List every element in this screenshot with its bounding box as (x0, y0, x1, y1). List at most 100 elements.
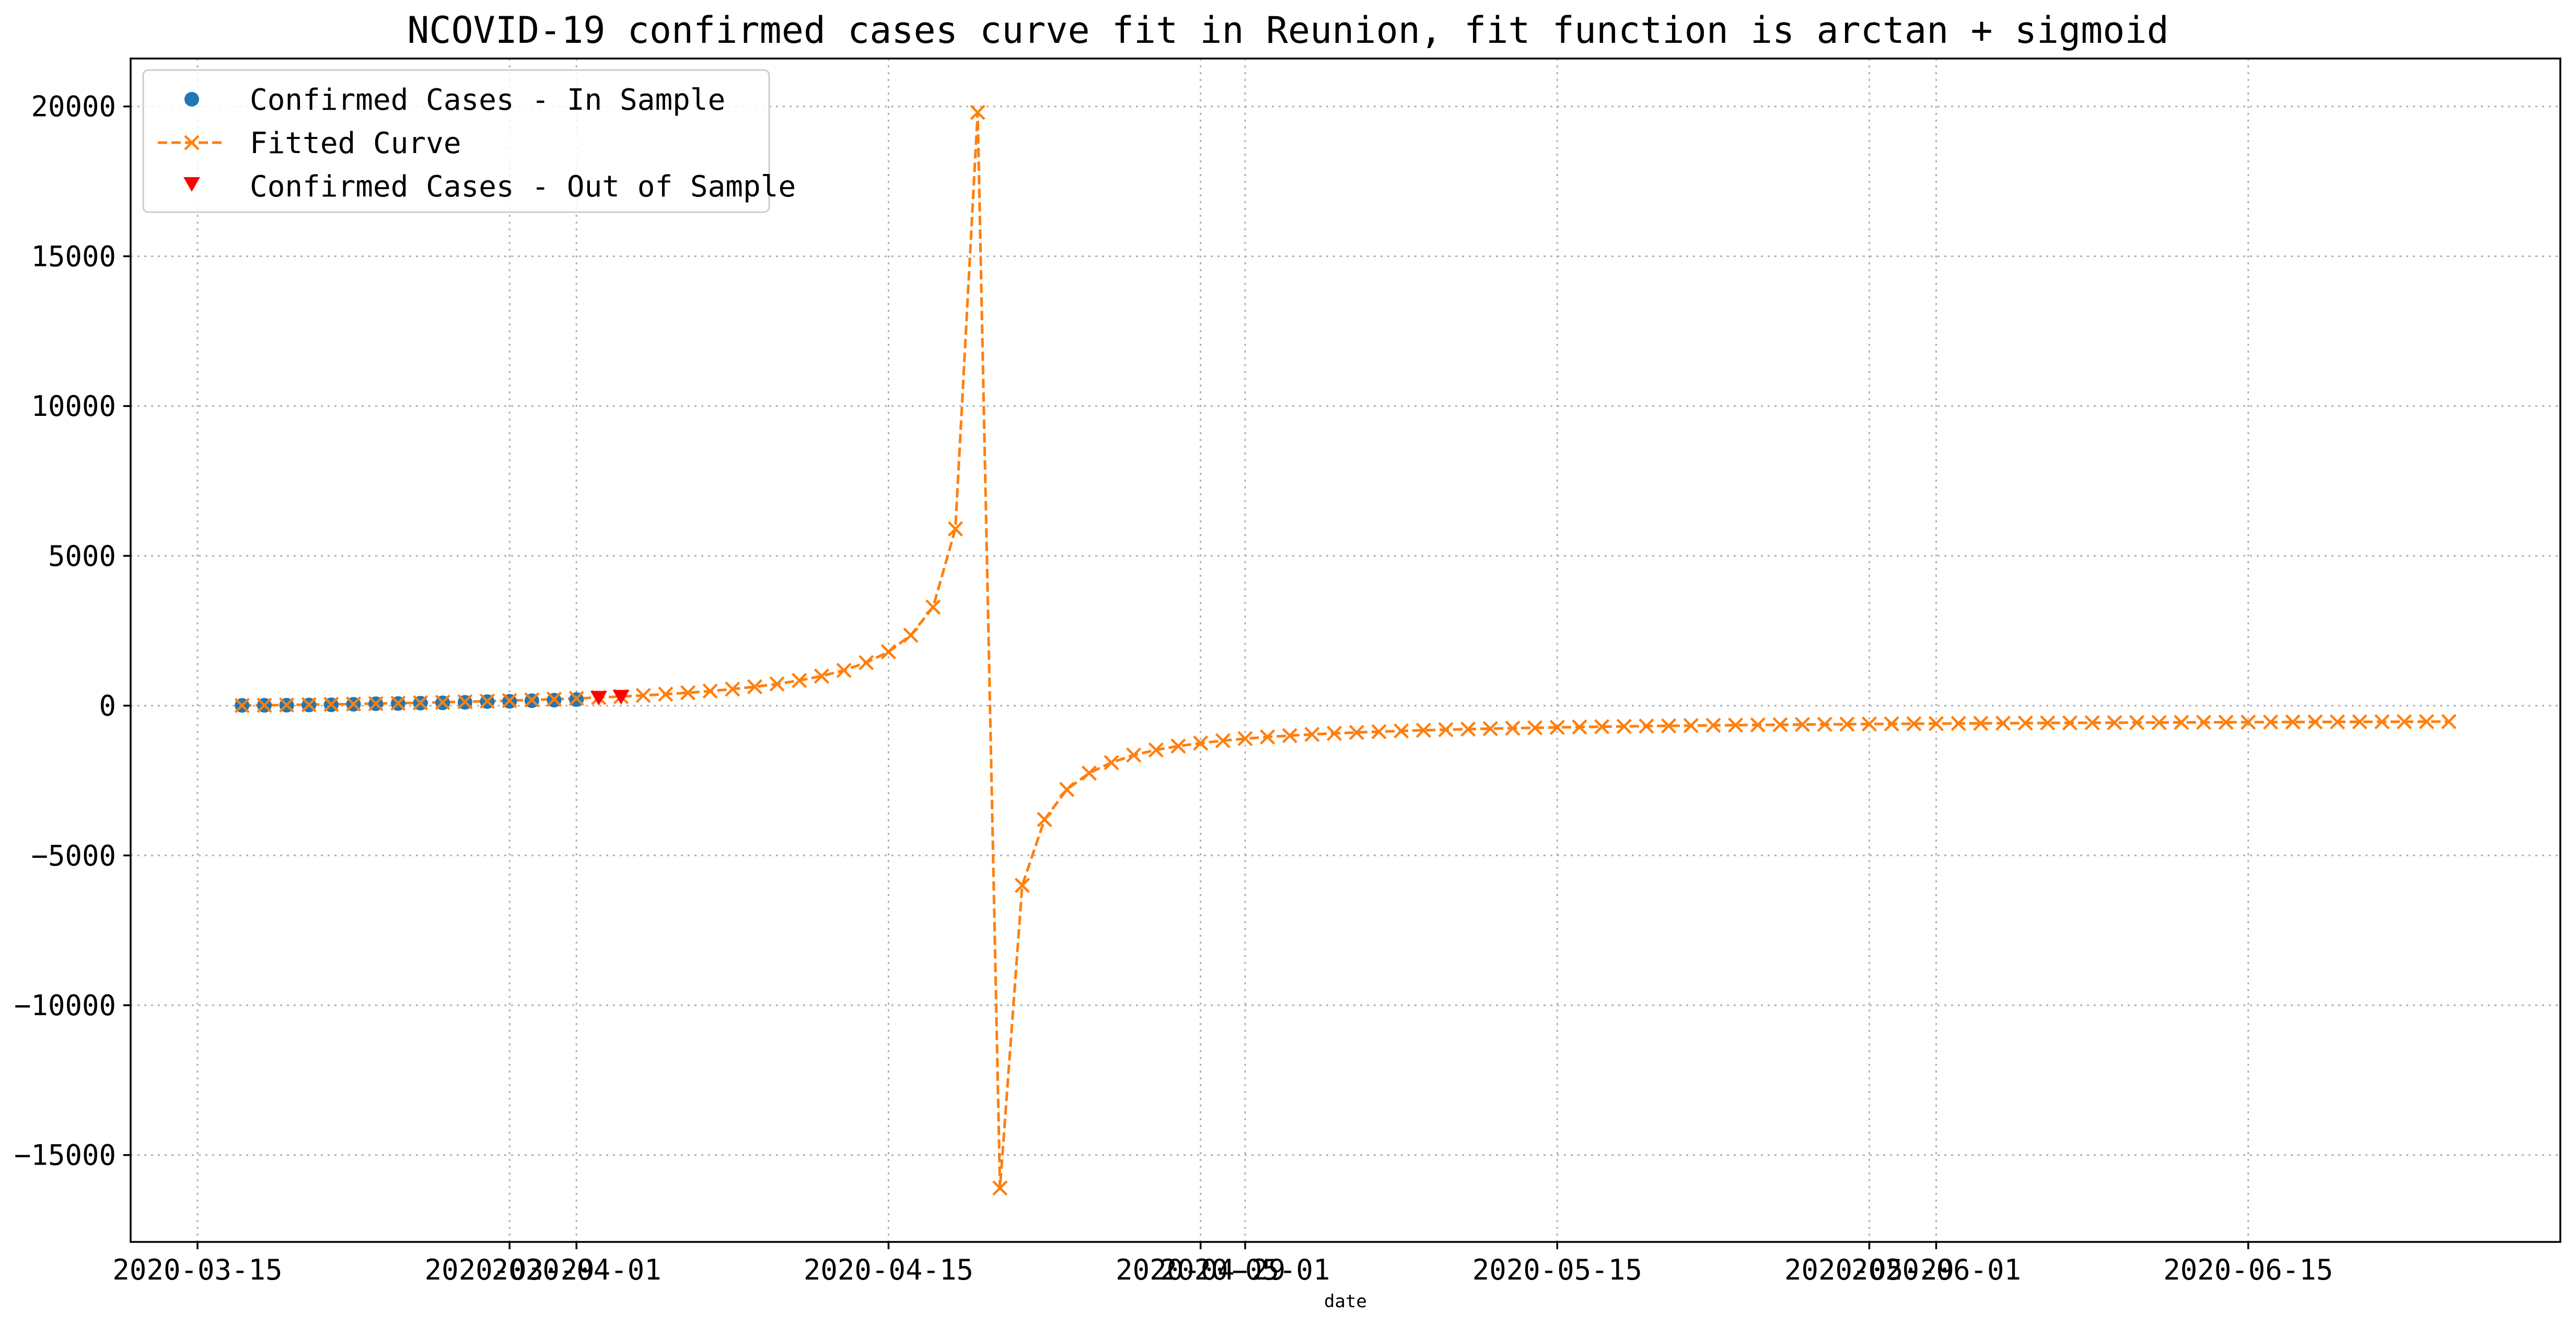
chart-title: NCOVID-19 confirmed cases curve fit in R… (407, 9, 2168, 52)
fitted-curve-marker (1951, 716, 1966, 731)
y-tick-label: −5000 (31, 839, 116, 872)
fitted-curve-marker (234, 698, 250, 713)
fitted-curve-marker (1750, 717, 1766, 733)
fitted-curve-line (242, 112, 2449, 1188)
fitted-curve-marker (1482, 721, 1498, 737)
fitted-curve-marker (680, 685, 696, 701)
fitted-curve-marker (435, 694, 450, 710)
legend-marker-out-sample (183, 177, 200, 192)
y-tick-label: −15000 (14, 1139, 116, 1172)
y-tick-label: −10000 (14, 989, 116, 1022)
fitted-curve-marker (2396, 714, 2412, 729)
fitted-curve-marker (1995, 715, 2011, 731)
fitted-curve-marker (1104, 754, 1119, 771)
fitted-curve-marker (301, 697, 317, 713)
fitted-curve-marker (970, 104, 985, 120)
fitted-curve-marker (1727, 717, 1744, 733)
x-tick-label: 2020-05-01 (1160, 1253, 1330, 1286)
fitted-curve-marker (1705, 717, 1721, 733)
fitted-curve-marker (1639, 718, 1654, 734)
fitted-curve-marker (412, 695, 428, 711)
fitted-curve-marker (880, 644, 897, 660)
fitted-curve-marker (1327, 726, 1342, 741)
fitted-curve-marker (1415, 723, 1431, 738)
x-tick-label: 2020-05-15 (1472, 1253, 1642, 1286)
fitted-curve-marker (635, 688, 651, 703)
x-tick-label: 2020-04-29 (1116, 1253, 1285, 1286)
fitted-curve-marker (524, 692, 540, 708)
x-tick-label: 2020-04-01 (492, 1253, 662, 1286)
legend-label-fitted: Fitted Curve (250, 126, 461, 160)
fitted-curve-marker (1059, 782, 1075, 797)
fitted-curve-marker (702, 683, 718, 699)
fitted-curve-marker (1817, 716, 1832, 732)
fitted-curve-marker (1505, 720, 1521, 736)
grid (131, 59, 2560, 1242)
fitted-curve-marker (2352, 714, 2368, 730)
fitted-curve-marker (1928, 716, 1944, 731)
fitted-curve-marker (2129, 715, 2145, 730)
x-tick-label: 2020-05-29 (1784, 1253, 1954, 1286)
fitted-curve-marker (1304, 727, 1320, 742)
fitted-curve-marker (2241, 714, 2256, 730)
fitted-curve-marker (814, 668, 830, 684)
x-tick-label: 2020-06-15 (2163, 1253, 2333, 1286)
legend-box (142, 69, 770, 213)
fitted-curve-marker (836, 662, 852, 678)
fitted-curve-marker (323, 696, 339, 712)
fitted-curve-marker (457, 694, 473, 710)
fitted-curve-marker (1438, 722, 1454, 738)
fitted-curve-marker (1260, 729, 1275, 745)
y-tick-label: 5000 (48, 540, 116, 573)
fitted-curve-marker (1170, 738, 1186, 754)
fitted-curve-marker (1616, 718, 1632, 734)
plot-area (234, 104, 2457, 1196)
x-tick-label: 2020-03-15 (112, 1253, 282, 1286)
fitted-curve-marker (1683, 718, 1699, 734)
fitted-curve-marker (2062, 715, 2078, 731)
axis-ticks: −15000 −10000 −5000 0 5000 10000 15000 20000 202… (14, 90, 2333, 1286)
fitted-curve-marker (2307, 714, 2323, 730)
legend-label-in-sample: Confirmed Cases - In Sample (250, 83, 725, 117)
fitted-curve-marker (903, 627, 919, 643)
fitted-curve-marker (2441, 714, 2457, 729)
fitted-curve-marker (2329, 714, 2345, 730)
fitted-curve-marker (1661, 718, 1677, 734)
fitted-curve-marker (1884, 716, 1899, 732)
fitted-curve-marker (479, 693, 495, 709)
axes-frame (130, 57, 2561, 1243)
fitted-curve-marker (2218, 714, 2234, 730)
fitted-curve-marker (1839, 716, 1855, 732)
fitted-curve-marker (1037, 811, 1052, 828)
fitted-curve-marker (1014, 878, 1030, 893)
fitted-curve-marker (725, 681, 740, 697)
fitted-curve-marker (2107, 715, 2122, 730)
fitted-curve-marker (2040, 715, 2056, 731)
x-tick-label: 2020-04-15 (804, 1253, 973, 1286)
legend-marker-in-sample (184, 92, 199, 107)
fitted-curve-marker (1973, 715, 1989, 731)
fitted-curve-marker (747, 679, 763, 695)
fitted-curve-marker (390, 695, 406, 711)
fitted-curve-marker (769, 676, 785, 692)
fitted-curve-marker (947, 521, 964, 537)
fitted-curve-marker (1460, 721, 1476, 737)
fitted-curve-marker (2419, 714, 2434, 729)
fitted-curve-marker (1215, 733, 1231, 749)
fitted-curve-marker (279, 697, 295, 713)
fitted-curve-marker (2017, 715, 2033, 731)
fitted-curve-marker (1282, 728, 1297, 743)
fitted-curve-marker (1148, 742, 1164, 758)
fitted-curve-marker (1394, 723, 1409, 739)
fitted-curve-marker (368, 696, 384, 712)
fitted-curve-marker (1906, 716, 1922, 731)
fitted-curve-marker (1861, 716, 1877, 732)
fitted-curve-marker (1081, 765, 1097, 781)
fitted-curve-marker (2196, 714, 2212, 730)
fitted-curve-marker (346, 696, 362, 712)
legend: Confirmed Cases - In Sample Fitted Curve… (142, 69, 796, 213)
fitted-curve-marker (2151, 715, 2167, 730)
x-axis-label: date (1324, 1291, 1367, 1312)
fitted-curve-marker (1594, 719, 1610, 735)
